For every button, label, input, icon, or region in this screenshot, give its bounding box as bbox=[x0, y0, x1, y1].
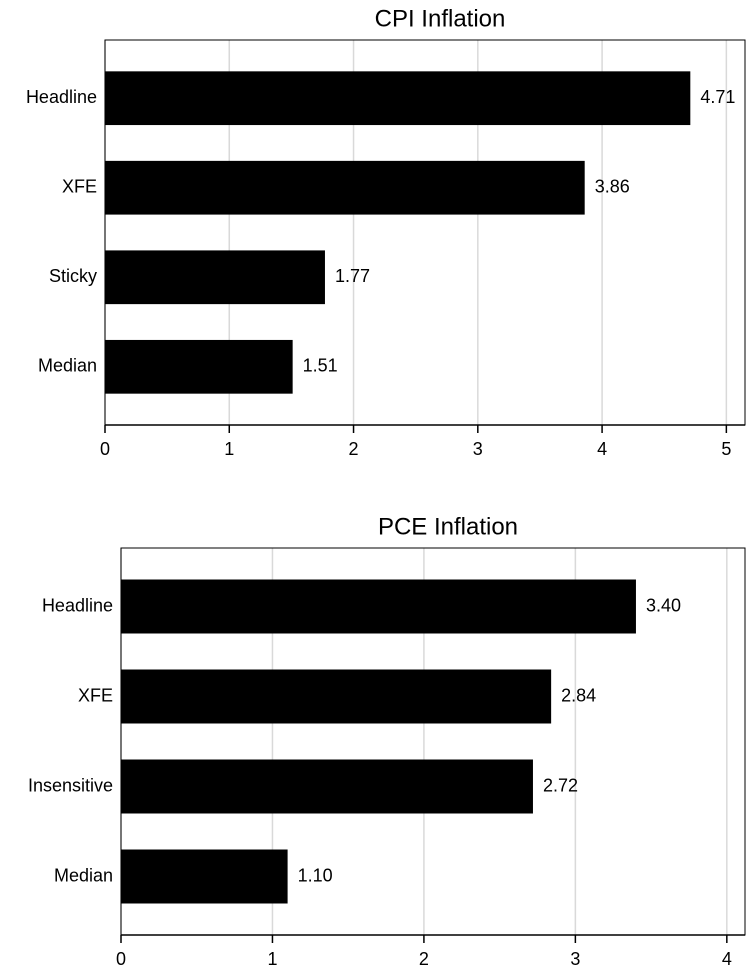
y-tick-label: Sticky bbox=[49, 266, 97, 286]
y-tick-label: Median bbox=[38, 356, 97, 376]
chart-title: CPI Inflation bbox=[375, 5, 506, 32]
x-tick-label: 0 bbox=[100, 439, 110, 459]
bar bbox=[121, 759, 533, 814]
value-label: 4.71 bbox=[700, 87, 735, 107]
x-tick-label: 4 bbox=[597, 439, 607, 459]
value-label: 3.86 bbox=[595, 176, 630, 196]
x-tick-label: 3 bbox=[570, 949, 580, 969]
value-label: 3.40 bbox=[646, 595, 681, 615]
bar bbox=[121, 669, 552, 724]
bar bbox=[121, 849, 288, 904]
x-tick-label: 0 bbox=[116, 949, 126, 969]
y-tick-label: Headline bbox=[26, 87, 97, 107]
y-tick-label: XFE bbox=[78, 685, 113, 705]
y-tick-label: Insensitive bbox=[28, 775, 113, 795]
y-tick-label: XFE bbox=[62, 176, 97, 196]
y-tick-label: Median bbox=[54, 865, 113, 885]
x-tick-label: 2 bbox=[349, 439, 359, 459]
bar bbox=[105, 339, 293, 394]
value-label: 2.84 bbox=[561, 685, 596, 705]
bar bbox=[105, 250, 325, 305]
x-tick-label: 1 bbox=[224, 439, 234, 459]
x-tick-label: 2 bbox=[419, 949, 429, 969]
y-tick-label: Headline bbox=[42, 595, 113, 615]
bar bbox=[105, 71, 691, 126]
bar bbox=[105, 160, 585, 215]
value-label: 1.10 bbox=[298, 865, 333, 885]
x-tick-label: 3 bbox=[473, 439, 483, 459]
bar bbox=[121, 579, 636, 634]
chart-title: PCE Inflation bbox=[378, 513, 518, 540]
x-tick-label: 5 bbox=[721, 439, 731, 459]
value-label: 2.72 bbox=[543, 775, 578, 795]
value-label: 1.77 bbox=[335, 266, 370, 286]
value-label: 1.51 bbox=[303, 356, 338, 376]
x-tick-label: 4 bbox=[722, 949, 732, 969]
x-tick-label: 1 bbox=[267, 949, 277, 969]
